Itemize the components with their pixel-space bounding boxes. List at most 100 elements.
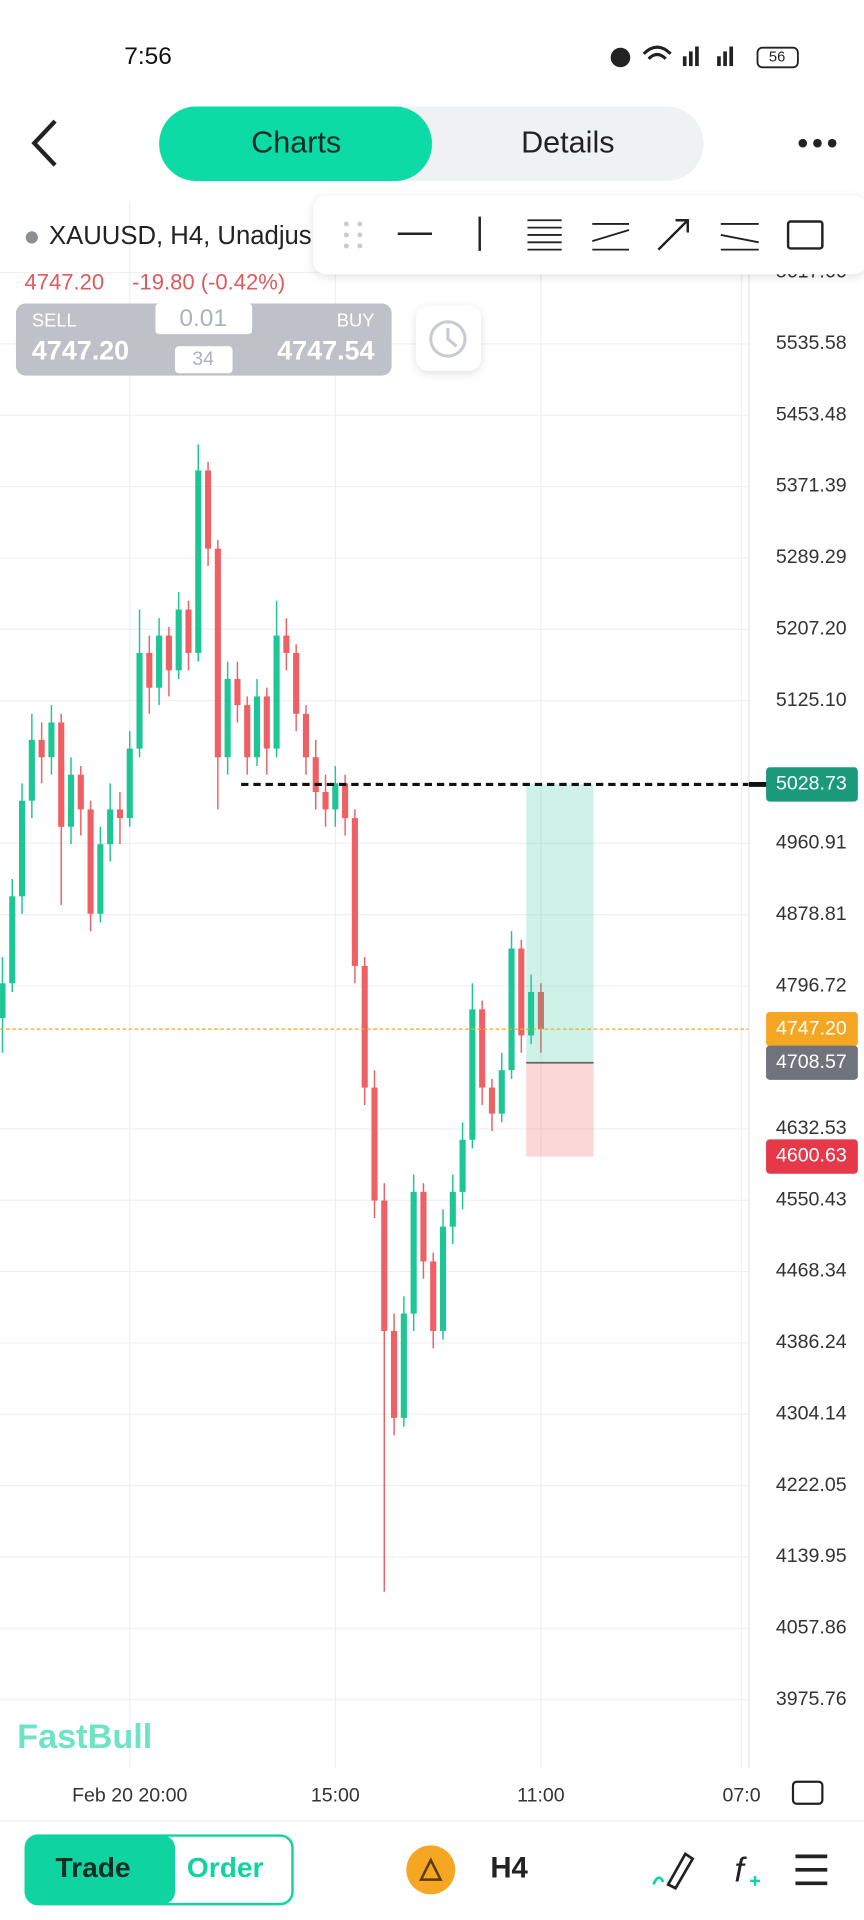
spread-box — [175, 346, 233, 374]
candle-body — [488, 1087, 496, 1114]
candle-body — [97, 844, 104, 914]
tab[interactable]: Charts — [251, 125, 341, 159]
timeframe[interactable]: H4 — [490, 1852, 528, 1885]
order-button[interactable]: Order — [187, 1852, 264, 1883]
lot[interactable]: 0.01 — [179, 305, 227, 332]
candle-body — [410, 1191, 417, 1314]
candle-body — [263, 696, 270, 749]
trade-panel[interactable] — [15, 303, 392, 376]
candle-body — [253, 696, 261, 758]
candle-body — [439, 1226, 447, 1331]
current-price-tag-bg — [766, 1012, 858, 1047]
price-change: -19.80 (-0.42%) — [132, 270, 285, 295]
candle-body — [391, 1330, 398, 1418]
sell-price[interactable]: 4747.20 — [32, 336, 129, 366]
clock: 7:56 — [124, 43, 172, 70]
candle-body — [156, 635, 163, 688]
candle-body — [420, 1191, 427, 1262]
last-price: 4747.20 — [25, 270, 105, 295]
status-icons — [610, 45, 799, 69]
sl-price-tag: 4600.63 — [776, 1145, 847, 1167]
buy-price[interactable]: 4747.54 — [277, 336, 374, 366]
candle-body — [205, 470, 212, 549]
candle-body — [185, 609, 192, 653]
price-tick-label: 3975.76 — [776, 1688, 847, 1710]
candle-body — [107, 809, 114, 845]
gold-glyph — [419, 1857, 443, 1881]
spread: 34 — [192, 348, 214, 370]
fullscreen-button[interactable] — [791, 1780, 824, 1805]
time-label: Feb 20 20:00 — [72, 1785, 187, 1807]
indicator-plus — [750, 1875, 760, 1886]
candle-body — [214, 548, 221, 758]
symbol-name: XAUUSD, H4, Unadjus — [49, 222, 312, 250]
price-tick-label: 4304.14 — [776, 1402, 847, 1424]
tab-active[interactable] — [159, 106, 433, 182]
candle-body — [0, 983, 6, 1019]
tp-price-tag: 5028.73 — [776, 773, 847, 795]
candle-body — [518, 948, 525, 1036]
sell-label: SELL — [32, 310, 77, 331]
candle-body — [136, 652, 143, 749]
price-tick-label: 5371.39 — [776, 475, 847, 497]
menu-button[interactable] — [795, 1854, 828, 1886]
indicator-button[interactable]: f — [734, 1851, 747, 1889]
candle-body — [283, 635, 290, 653]
lot-box[interactable] — [155, 303, 253, 335]
candle-body — [28, 739, 35, 801]
candle-body — [234, 679, 241, 706]
watermark: FastBull — [17, 1718, 152, 1756]
candle-body — [38, 739, 45, 758]
drawing-toolbar — [313, 195, 864, 275]
candle-body — [9, 896, 16, 984]
draw-tool-button[interactable] — [652, 1851, 695, 1890]
candle-body — [322, 792, 329, 810]
candle-body — [87, 809, 94, 914]
sl-price-tag-bg — [766, 1139, 858, 1174]
price-tick-label: 4222.05 — [776, 1474, 847, 1496]
history-button[interactable] — [416, 305, 481, 371]
price-tick-label: 4632.53 — [776, 1117, 847, 1139]
candle-body — [498, 1070, 505, 1114]
candle-body — [146, 652, 153, 688]
back-button[interactable] — [31, 119, 57, 167]
entry-price-tag: 4708.57 — [776, 1051, 847, 1073]
candle-body — [126, 748, 133, 819]
candle-body — [430, 1261, 437, 1331]
battery-level: 56 — [769, 49, 785, 65]
candle-body — [244, 705, 251, 758]
candle-body — [400, 1313, 407, 1418]
trade-active[interactable] — [25, 1835, 176, 1905]
profit-zone — [526, 784, 594, 1063]
trade-button[interactable]: Trade — [56, 1852, 131, 1883]
price-tick-label: 4878.81 — [776, 903, 847, 925]
candle-body — [195, 470, 202, 653]
price-tick-label: 5453.48 — [776, 403, 847, 425]
candle-body — [479, 1009, 486, 1088]
price-tick-label: 4960.91 — [776, 832, 847, 854]
time-label: 15:00 — [311, 1785, 360, 1807]
loss-zone — [526, 1062, 594, 1157]
tp-price-tag-bg — [766, 767, 858, 802]
candle-body — [302, 713, 310, 758]
price-tick-label: 4796.72 — [776, 974, 847, 996]
candle-body — [67, 774, 75, 827]
price-tick-label: 4057.86 — [776, 1617, 847, 1639]
price-tick-label: 4550.43 — [776, 1188, 847, 1210]
current-price-tag: 4747.20 — [776, 1017, 847, 1039]
candle-body — [165, 635, 172, 671]
candle-body — [449, 1191, 456, 1227]
symbol-dot — [25, 231, 38, 244]
more-button[interactable] — [798, 138, 837, 148]
candle-body — [371, 1087, 378, 1201]
price-tick-label: 4386.24 — [776, 1331, 847, 1353]
candle-body — [116, 809, 124, 819]
candle-body — [381, 1200, 388, 1331]
symbol-icon[interactable] — [406, 1845, 456, 1895]
price-tick-label: 5289.29 — [776, 546, 847, 568]
candle-body — [77, 774, 84, 810]
candle-body — [273, 635, 280, 749]
candle-body — [361, 965, 368, 1088]
tab[interactable]: Details — [521, 125, 614, 159]
